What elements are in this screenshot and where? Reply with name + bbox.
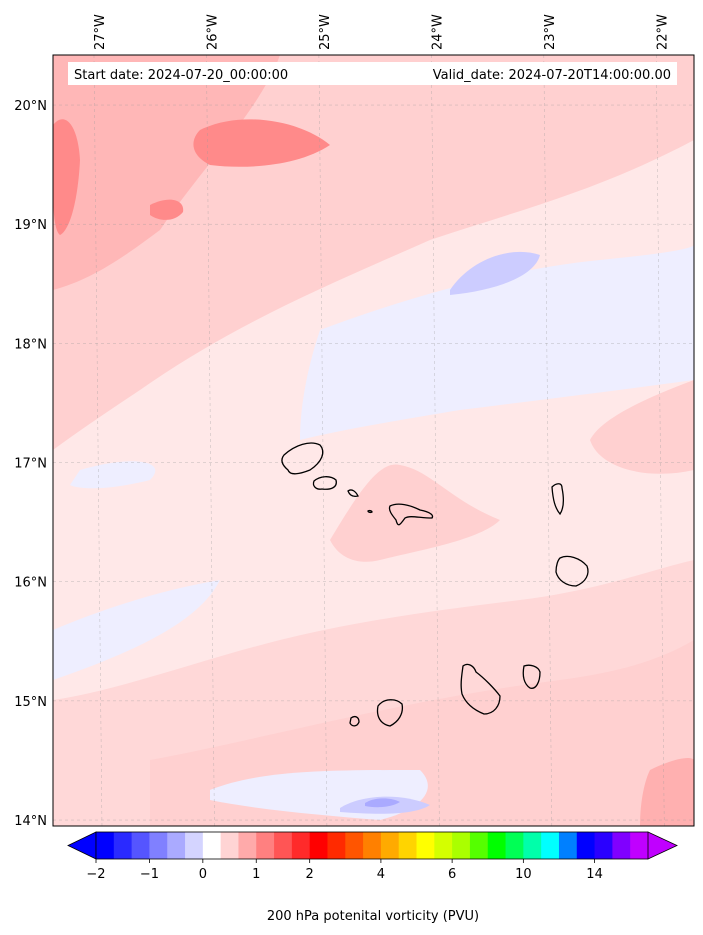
meridian-line — [318, 55, 328, 826]
colorbar-tick-label: 1 — [252, 867, 260, 882]
meridian-line — [543, 55, 553, 826]
start-date-label: Start date: 2024-07-20_00:00:00 — [74, 68, 288, 83]
island-maio — [522, 664, 541, 689]
island-santa-luzia — [347, 489, 359, 497]
island-santo-antao — [281, 442, 324, 475]
latitude-label: 18°N — [14, 337, 47, 352]
island-santiago — [460, 663, 501, 715]
colorbar-segment — [523, 832, 542, 859]
colorbar-frame — [95, 831, 649, 860]
colorbar-segment — [96, 832, 115, 859]
colorbar-tick-label: −2 — [86, 867, 105, 882]
colorbar-segment — [327, 832, 346, 859]
colorbar-segment — [274, 832, 293, 859]
island-branco — [367, 509, 373, 514]
colorbar-segment — [256, 832, 275, 859]
pv-max-north — [193, 119, 330, 167]
colorbar-segment — [345, 832, 364, 859]
colorbar-segment — [630, 832, 649, 859]
colorbar-segment — [185, 832, 204, 859]
pv-band-nw-medium — [53, 55, 280, 290]
colorbar-label: 200 hPa potenital vorticity (PVU) — [267, 909, 479, 924]
pv-field — [53, 55, 694, 826]
colorbar-segment — [505, 832, 524, 859]
colorbar-segment — [541, 832, 560, 859]
longitude-label: 26°W — [205, 14, 220, 50]
colorbar-segment — [113, 832, 133, 859]
date-banner — [68, 62, 677, 85]
pv-band-se-medium — [640, 758, 694, 826]
meridian-line — [206, 55, 215, 826]
colorbar-segment — [363, 832, 382, 859]
colorbar-segment — [291, 832, 311, 859]
map-frame — [52, 54, 695, 827]
latitude-labels: 20°N 19°N 18°N 17°N 16°N 15°N 14°N — [14, 99, 47, 829]
island-fogo — [376, 699, 404, 727]
latitude-label: 20°N — [14, 99, 47, 114]
latitude-label: 17°N — [14, 457, 47, 472]
colorbar-segment — [452, 832, 471, 859]
colorbar-segment — [594, 832, 613, 859]
colorbar-tick-label: 2 — [306, 867, 314, 882]
colorbar-segment — [576, 832, 596, 859]
colorbar-segment — [612, 832, 631, 859]
pv-max-small — [150, 199, 184, 220]
island-sal — [551, 483, 564, 516]
pv-max-west — [53, 119, 80, 235]
colorbar-ticks: −2 −1 0 1 2 4 6 10 14 — [86, 859, 603, 882]
coastlines — [281, 442, 589, 727]
valid-date-label: Valid_date: 2024-07-20T14:00:00.00 — [433, 68, 671, 83]
colorbar-segment — [558, 832, 578, 859]
longitude-label: 22°W — [655, 14, 670, 50]
pv-band-islands — [330, 464, 500, 562]
colorbar-segment — [220, 832, 239, 859]
colorbar-segment — [202, 832, 222, 859]
colorbar-segment — [380, 832, 400, 859]
latitude-label: 15°N — [14, 695, 47, 710]
island-sao-vicente — [312, 476, 337, 490]
colorbar-segment — [434, 832, 453, 859]
colorbar-tick-label: 4 — [377, 867, 385, 882]
colorbar-segment — [131, 832, 150, 859]
graticule — [53, 55, 694, 826]
colorbar-segment — [416, 832, 435, 859]
colorbar-tick-label: 14 — [586, 867, 603, 882]
colorbar-tick-label: 10 — [515, 867, 532, 882]
meridian-line — [656, 55, 665, 826]
colorbar-over-extension — [647, 831, 678, 860]
colorbar-tick-label: −1 — [140, 867, 159, 882]
meridian-line — [93, 55, 103, 826]
latitude-label: 16°N — [14, 576, 47, 591]
pv-negative-east — [300, 245, 694, 440]
colorbar-segment — [469, 832, 489, 859]
colorbar-segment — [309, 832, 328, 859]
pv-negative-south-min — [365, 798, 400, 808]
colorbar-segment — [398, 832, 418, 859]
longitude-label: 27°W — [93, 14, 108, 50]
island-boa-vista — [555, 555, 589, 587]
colorbar-tick-label: 6 — [448, 867, 456, 882]
island-brava — [349, 715, 360, 727]
colorbar-tick-label: 0 — [199, 867, 207, 882]
colorbar-segment — [167, 832, 186, 859]
colorbar — [67, 831, 678, 860]
longitude-label: 23°W — [543, 14, 558, 50]
meridian-line — [431, 55, 440, 826]
pv-negative-small — [70, 461, 156, 489]
latitude-label: 14°N — [14, 814, 47, 829]
colorbar-under-extension — [67, 831, 97, 860]
longitude-label: 25°W — [318, 14, 333, 50]
pv-band-east — [590, 380, 694, 474]
latitude-label: 19°N — [14, 218, 47, 233]
pv-negative-core — [450, 251, 540, 295]
pv-negative-west — [53, 580, 220, 680]
colorbar-segment — [487, 832, 507, 859]
island-sao-nicolau — [388, 503, 434, 526]
longitude-label: 24°W — [430, 14, 445, 50]
colorbar-segment — [238, 832, 257, 859]
colorbar-segment — [149, 832, 168, 859]
longitude-labels: 27°W 26°W 25°W 24°W 23°W 22°W — [93, 14, 670, 50]
